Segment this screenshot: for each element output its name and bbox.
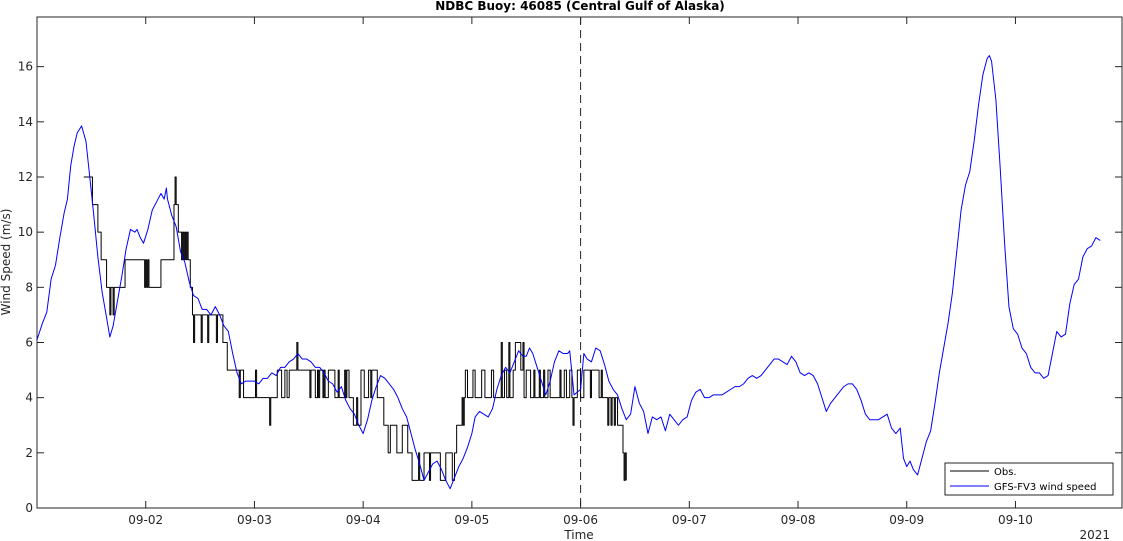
chart-title: NDBC Buoy: 46085 (Central Gulf of Alaska… — [435, 0, 725, 13]
y-tick-label: 10 — [18, 225, 33, 239]
x-tick-label: 09-08 — [781, 513, 816, 527]
y-tick-label: 4 — [25, 391, 33, 405]
x-tick-label: 09-05 — [454, 513, 489, 527]
y-tick-label: 2 — [25, 446, 33, 460]
x-tick-label: 09-03 — [237, 513, 272, 527]
x-tick-label: 09-09 — [889, 513, 924, 527]
gfs-series-line — [36, 55, 1101, 490]
x-tick-label: 09-04 — [346, 513, 381, 527]
x-tick-label: 09-06 — [563, 513, 598, 527]
y-tick-label: 14 — [18, 115, 33, 129]
x-tick-label: 09-07 — [672, 513, 707, 527]
y-tick-label: 12 — [18, 170, 33, 184]
legend-label-obs: Obs. — [994, 467, 1017, 478]
legend-box — [944, 462, 1114, 496]
y-tick-label: 16 — [18, 60, 33, 74]
x-tick-label: 09-02 — [128, 513, 163, 527]
x-axis-label: Time — [563, 528, 593, 541]
y-axis-label: Wind Speed (m/s) — [0, 209, 13, 316]
x-axis-year-label: 2021 — [1079, 528, 1110, 541]
y-axis: 0 2 4 6 8 10 12 14 16 — [18, 60, 1122, 515]
legend: Obs. GFS-FV3 wind speed — [944, 462, 1114, 496]
x-tick-label: 09-10 — [998, 513, 1033, 527]
legend-label-gfs: GFS-FV3 wind speed — [994, 482, 1096, 493]
x-axis: 09-02 09-03 09-04 09-05 09-06 09-07 09-08 09-09… — [128, 17, 1033, 527]
series-layer — [36, 55, 1101, 490]
plot-area — [36, 16, 1123, 509]
y-tick-label: 8 — [25, 280, 33, 294]
y-tick-label: 0 — [25, 501, 33, 515]
plot-box — [36, 16, 1123, 509]
y-tick-label: 6 — [25, 335, 33, 349]
